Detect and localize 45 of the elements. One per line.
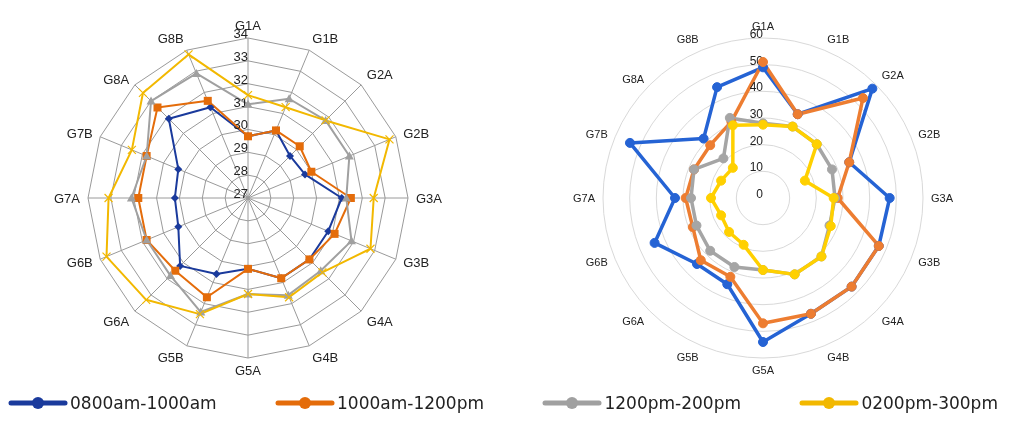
spoke-label: G2B <box>403 126 430 142</box>
spoke-label: G6A <box>103 314 130 330</box>
y-tick-label: 33 <box>233 48 248 64</box>
spoke-label: G3A <box>416 190 443 206</box>
spoke-label: G6A <box>622 314 645 327</box>
spoke-label: G2B <box>918 127 941 140</box>
spoke-label: G5B <box>676 351 699 364</box>
spoke-label: G7B <box>585 127 608 140</box>
spoke-label: G4B <box>827 351 850 364</box>
spoke-label: G1B <box>827 32 850 45</box>
y-tick-label: 27 <box>233 186 248 201</box>
spoke-label: G1B <box>312 30 339 46</box>
spoke-label: G7B <box>66 126 93 142</box>
spoke-label: G4A <box>366 314 394 330</box>
y-tick-label: 10 <box>749 160 764 175</box>
spoke-label: G8B <box>157 30 184 46</box>
spoke-label: G3B <box>918 256 941 269</box>
spoke-label: G5A <box>234 363 262 379</box>
legend-label: 1200pm-200pm <box>604 393 741 413</box>
spoke-label: G3A <box>931 191 954 204</box>
spoke-label: G5A <box>751 363 775 376</box>
y-tick-label: 0 <box>756 187 764 201</box>
y-tick-label: 29 <box>233 140 248 156</box>
y-tick-label: 32 <box>233 71 248 87</box>
legend-label: 0200pm-300pm <box>861 393 998 413</box>
y-tick-label: 28 <box>233 163 248 179</box>
y-tick-label: 20 <box>749 133 764 148</box>
spoke-label: G8B <box>676 32 699 45</box>
spoke-label: G2A <box>366 67 394 83</box>
spoke-label: G6B <box>585 256 608 269</box>
legend-label: 0800am-1000am <box>70 393 217 413</box>
spoke-label: G7A <box>53 190 81 206</box>
spoke-label: G3B <box>403 254 430 270</box>
spoke-label: G8A <box>622 73 645 86</box>
y-tick-label: 30 <box>233 117 248 133</box>
spoke-label: G4A <box>881 314 905 327</box>
spoke-label: G7A <box>572 191 596 204</box>
y-tick-label: 40 <box>749 80 764 95</box>
legend-label: 1000am-1200pm <box>337 393 485 413</box>
spoke-label: G2A <box>881 69 905 82</box>
spoke-label: G5B <box>157 350 184 366</box>
spoke-label: G8A <box>103 71 130 87</box>
spoke-label: G4B <box>312 350 339 366</box>
y-tick-label: 30 <box>749 107 764 121</box>
spoke-label: G6B <box>66 254 93 270</box>
